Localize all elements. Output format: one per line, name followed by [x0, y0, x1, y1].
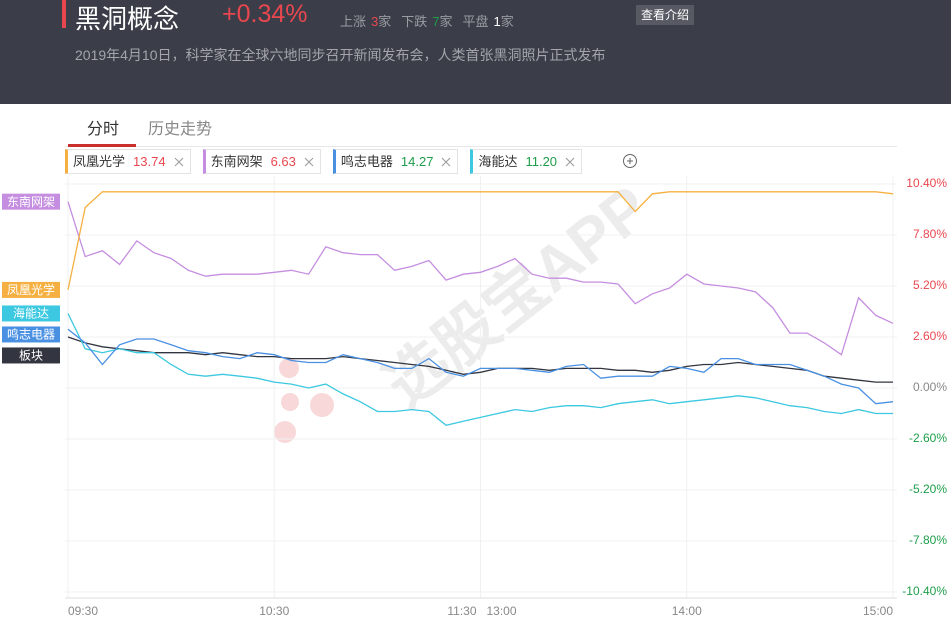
intro-button[interactable]: 查看介绍 [636, 5, 694, 25]
series-tag [2, 281, 60, 298]
remove-icon[interactable] [174, 157, 184, 167]
series-line [67, 313, 893, 427]
watermark-dot [281, 393, 299, 411]
legend: 凤凰光学 13.74 东南网架 6.63 鸣志电器 14.27 海能达 11.20 [65, 149, 583, 174]
legend-item: 海能达 11.20 [470, 149, 583, 174]
series-tag [2, 326, 60, 343]
stat-unit: 家 [378, 14, 392, 29]
series-line [67, 191, 894, 291]
y-tick-label: 2.60% [913, 329, 947, 343]
remove-icon-stroke [304, 157, 314, 166]
y-tick-label: 10.40% [906, 176, 947, 190]
watermark-dot [279, 358, 299, 378]
stat-label: 下跌 [401, 14, 428, 29]
y-tick-label: 7.80% [913, 227, 947, 241]
series-tag [2, 347, 60, 364]
watermark-text: 选股宝APP [373, 173, 663, 420]
legend-price: 6.63 [270, 154, 296, 169]
stat-count: 7 [432, 14, 440, 29]
series-tag [2, 193, 60, 210]
y-tick-label: 0.00% [913, 380, 947, 394]
stat-count: 1 [493, 14, 501, 29]
x-tick-label: 09:30 [68, 604, 98, 618]
plot: 10.40% 7.80% 5.20% 2.60% 0.00% -2.60% -5.20% -7… [2, 176, 947, 618]
legend-name: 东南网架 [210, 154, 263, 169]
y-tick-label: -5.20% [909, 482, 947, 496]
tab[interactable]: 分时 [87, 121, 120, 138]
remove-icon[interactable] [565, 157, 575, 167]
legend-name: 凤凰光学 [73, 154, 126, 169]
subtitle: 2019年4月10日，科学家在全球六地同步召开新闻发布会，人类首张黑洞照片正式发… [75, 47, 606, 63]
remove-icon-stroke [174, 157, 183, 166]
y-tick-label: -2.60% [909, 431, 947, 445]
stat-unit: 家 [500, 14, 514, 29]
legend-item: 凤凰光学 13.74 [65, 149, 191, 174]
y-tick-label: -10.40% [902, 584, 947, 598]
series-tag-label: 板块 [19, 349, 43, 363]
stats: 上涨 3家 下跌 7家 平盘 1家 [340, 11, 524, 30]
legend-name: 鸣志电器 [340, 154, 393, 169]
series-line [67, 328, 894, 405]
stat-count: 3 [371, 14, 379, 29]
header: 黑洞概念 +0.34% 上涨 3家 下跌 7家 平盘 1家 查看介绍 2019年4月10日… [0, 0, 951, 104]
add-icon[interactable] [622, 153, 638, 169]
tab-divider [65, 146, 897, 147]
remove-icon[interactable] [304, 157, 314, 167]
remove-icon-stroke [565, 157, 575, 166]
y-tick-label: 5.20% [913, 278, 947, 292]
series-tag-label: 东南网架 [7, 194, 55, 209]
series-tag-label: 鸣志电器 [7, 327, 55, 342]
x-tick-label: 10:30 [259, 604, 289, 618]
y-tick-label: -7.80% [909, 533, 947, 547]
stat-label: 上涨 [340, 14, 367, 29]
stat: 下跌 7家 [401, 14, 452, 29]
legend-item: 鸣志电器 14.27 [332, 149, 459, 174]
legend-name: 海能达 [478, 154, 518, 169]
legend-price: 14.27 [400, 154, 434, 169]
legend-price: 11.20 [525, 154, 558, 169]
x-tick-label: 11:30 [447, 604, 476, 618]
stat: 平盘 1家 [463, 14, 514, 29]
change: +0.34% [222, 0, 308, 28]
tab-underline [68, 144, 136, 147]
accent-bar [62, 0, 66, 28]
title: 黑洞概念 [75, 4, 180, 34]
remove-icon[interactable] [441, 157, 451, 167]
legend-price: 13.74 [133, 154, 166, 169]
legend-item: 东南网架 6.63 [202, 149, 321, 174]
stat-unit: 家 [439, 14, 453, 29]
series-line [67, 201, 894, 356]
watermark: 选股宝APP [373, 173, 663, 420]
remove-icon-stroke [442, 157, 451, 166]
x-tick-label: 15:00 [863, 604, 893, 618]
watermark-dot [274, 421, 296, 443]
x-tick-label: 13:00 [487, 604, 517, 618]
stat: 上涨 3家 [340, 14, 391, 29]
watermark-dot [310, 393, 334, 417]
series-tag-label: 凤凰光学 [7, 282, 55, 297]
tab[interactable]: 历史走势 [148, 121, 213, 138]
stat-label: 平盘 [462, 14, 489, 29]
series-tag [2, 305, 60, 322]
series-tag-label: 海能达 [13, 306, 49, 321]
x-tick-label: 14:00 [672, 604, 702, 618]
